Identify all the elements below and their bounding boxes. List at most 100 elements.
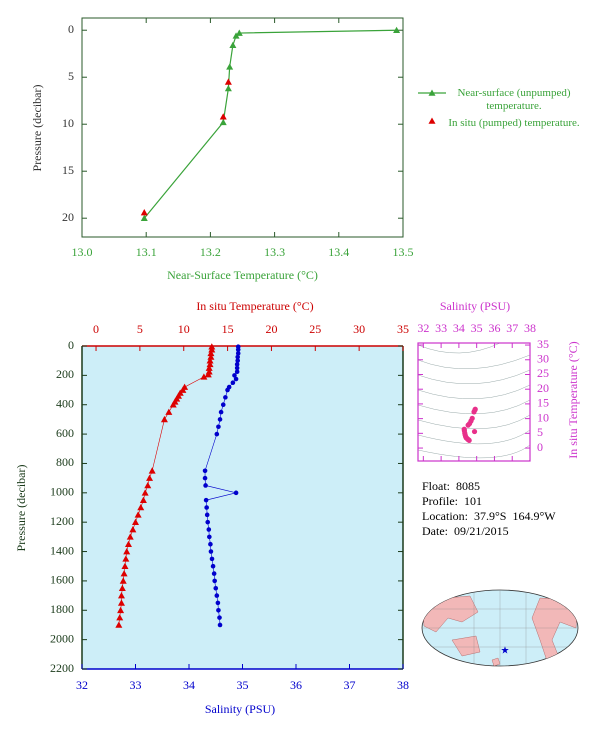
data-point xyxy=(212,578,217,584)
data-point xyxy=(137,504,145,511)
y-tick-label: 5 xyxy=(68,69,74,83)
x-tick-label: 33 xyxy=(130,678,142,692)
data-point xyxy=(220,402,226,408)
y-tick-label: 2200 xyxy=(50,661,74,675)
data-point xyxy=(200,373,208,380)
series-line xyxy=(143,29,397,219)
y-tick-label: 5 xyxy=(537,425,543,439)
data-point xyxy=(234,365,240,371)
x-tick-label: 30 xyxy=(353,322,365,336)
data-point xyxy=(204,371,212,378)
data-point xyxy=(219,118,227,126)
data-point xyxy=(205,519,211,525)
data-point xyxy=(233,376,239,382)
x-tick-label: 37 xyxy=(506,321,518,335)
data-point xyxy=(139,496,147,503)
data-point xyxy=(208,346,216,353)
y-tick-label: 35 xyxy=(537,337,549,351)
plot-background xyxy=(82,346,403,669)
x-tick-label: 34 xyxy=(453,321,465,335)
y-tick-label: 400 xyxy=(56,396,74,410)
x-tick-label: 25 xyxy=(309,322,321,336)
value: 164.9°W xyxy=(512,509,556,523)
info-location: Location: 37.9°S 164.9°W xyxy=(422,509,556,523)
y-tick-label: 2000 xyxy=(50,631,74,645)
value: 09/21/2015 xyxy=(454,524,509,538)
data-point xyxy=(117,606,125,614)
data-point xyxy=(118,584,126,592)
data-point xyxy=(115,621,123,628)
data-point xyxy=(393,26,401,34)
data-point xyxy=(235,347,241,352)
y-tick-label: 1800 xyxy=(50,602,74,616)
data-point xyxy=(235,354,240,360)
data-point xyxy=(207,353,215,360)
y-tick-label: 1000 xyxy=(50,485,74,499)
x-tick-label: 36 xyxy=(290,678,302,692)
data-point xyxy=(214,593,220,598)
y-tick-label: 10 xyxy=(62,116,74,130)
y-tick-label: 30 xyxy=(537,352,549,366)
data-point xyxy=(202,468,208,474)
data-point xyxy=(471,409,477,415)
label: Profile: xyxy=(422,494,458,508)
y-tick-label: 1200 xyxy=(50,514,74,528)
data-point xyxy=(218,409,224,415)
location-map: ★ xyxy=(421,589,579,667)
y-axis-title: In situ Temperature (°C) xyxy=(566,341,580,458)
data-point xyxy=(217,417,223,422)
y-axis-title: Pressure (decibar) xyxy=(30,85,44,172)
data-point xyxy=(206,357,214,364)
x-tick-label: 0 xyxy=(93,322,99,336)
y-tick-label: 1400 xyxy=(50,543,74,557)
data-point xyxy=(232,32,240,39)
data-point xyxy=(165,408,173,415)
data-point xyxy=(232,373,237,378)
value: 8085 xyxy=(456,479,480,493)
data-point xyxy=(210,563,216,569)
plot-frame xyxy=(81,17,404,238)
data-point xyxy=(120,570,128,577)
data-point xyxy=(206,527,212,532)
data-point xyxy=(203,497,209,503)
x-axis-title: Salinity (PSU) xyxy=(205,702,275,716)
label: Location: xyxy=(422,509,468,523)
value: 37.9°S xyxy=(474,509,506,523)
data-point xyxy=(205,364,213,371)
y-tick-label: 0 xyxy=(537,440,543,454)
label: Date: xyxy=(422,524,448,538)
legend-marker xyxy=(428,89,436,96)
y-tick-label: 200 xyxy=(56,367,74,381)
data-point xyxy=(230,380,236,386)
data-point xyxy=(466,437,472,444)
y-tick-label: 600 xyxy=(56,426,74,440)
data-point xyxy=(140,214,148,222)
info-date: Date: 09/21/2015 xyxy=(422,524,509,538)
location-star: ★ xyxy=(501,645,510,656)
x-tick-label: 38 xyxy=(524,321,536,335)
data-point xyxy=(224,78,232,85)
data-point xyxy=(235,358,240,363)
x-tick-label: 37 xyxy=(344,678,356,692)
x-axis-title: Near-Surface Temperature (°C) xyxy=(167,268,318,282)
legend-entry: Near-surface (unpumped) temperature. xyxy=(457,87,571,112)
y-tick-label: 10 xyxy=(537,410,549,424)
x-tick-label: 35 xyxy=(237,678,249,692)
x-axis-title: Salinity (PSU) xyxy=(440,299,510,313)
legend-entry: In situ (pumped) temperature. xyxy=(448,117,580,129)
x-tick-label: 13.1 xyxy=(136,245,157,259)
data-point xyxy=(129,526,137,533)
data-point xyxy=(140,209,148,216)
data-point xyxy=(144,481,152,489)
data-point xyxy=(215,600,221,606)
data-point xyxy=(132,518,139,525)
data-point xyxy=(465,422,471,428)
data-point xyxy=(234,369,240,374)
x-tick-label: 32 xyxy=(76,678,88,692)
data-point xyxy=(204,505,209,510)
data-point xyxy=(207,534,212,540)
data-point xyxy=(235,351,241,356)
data-point xyxy=(117,592,125,599)
